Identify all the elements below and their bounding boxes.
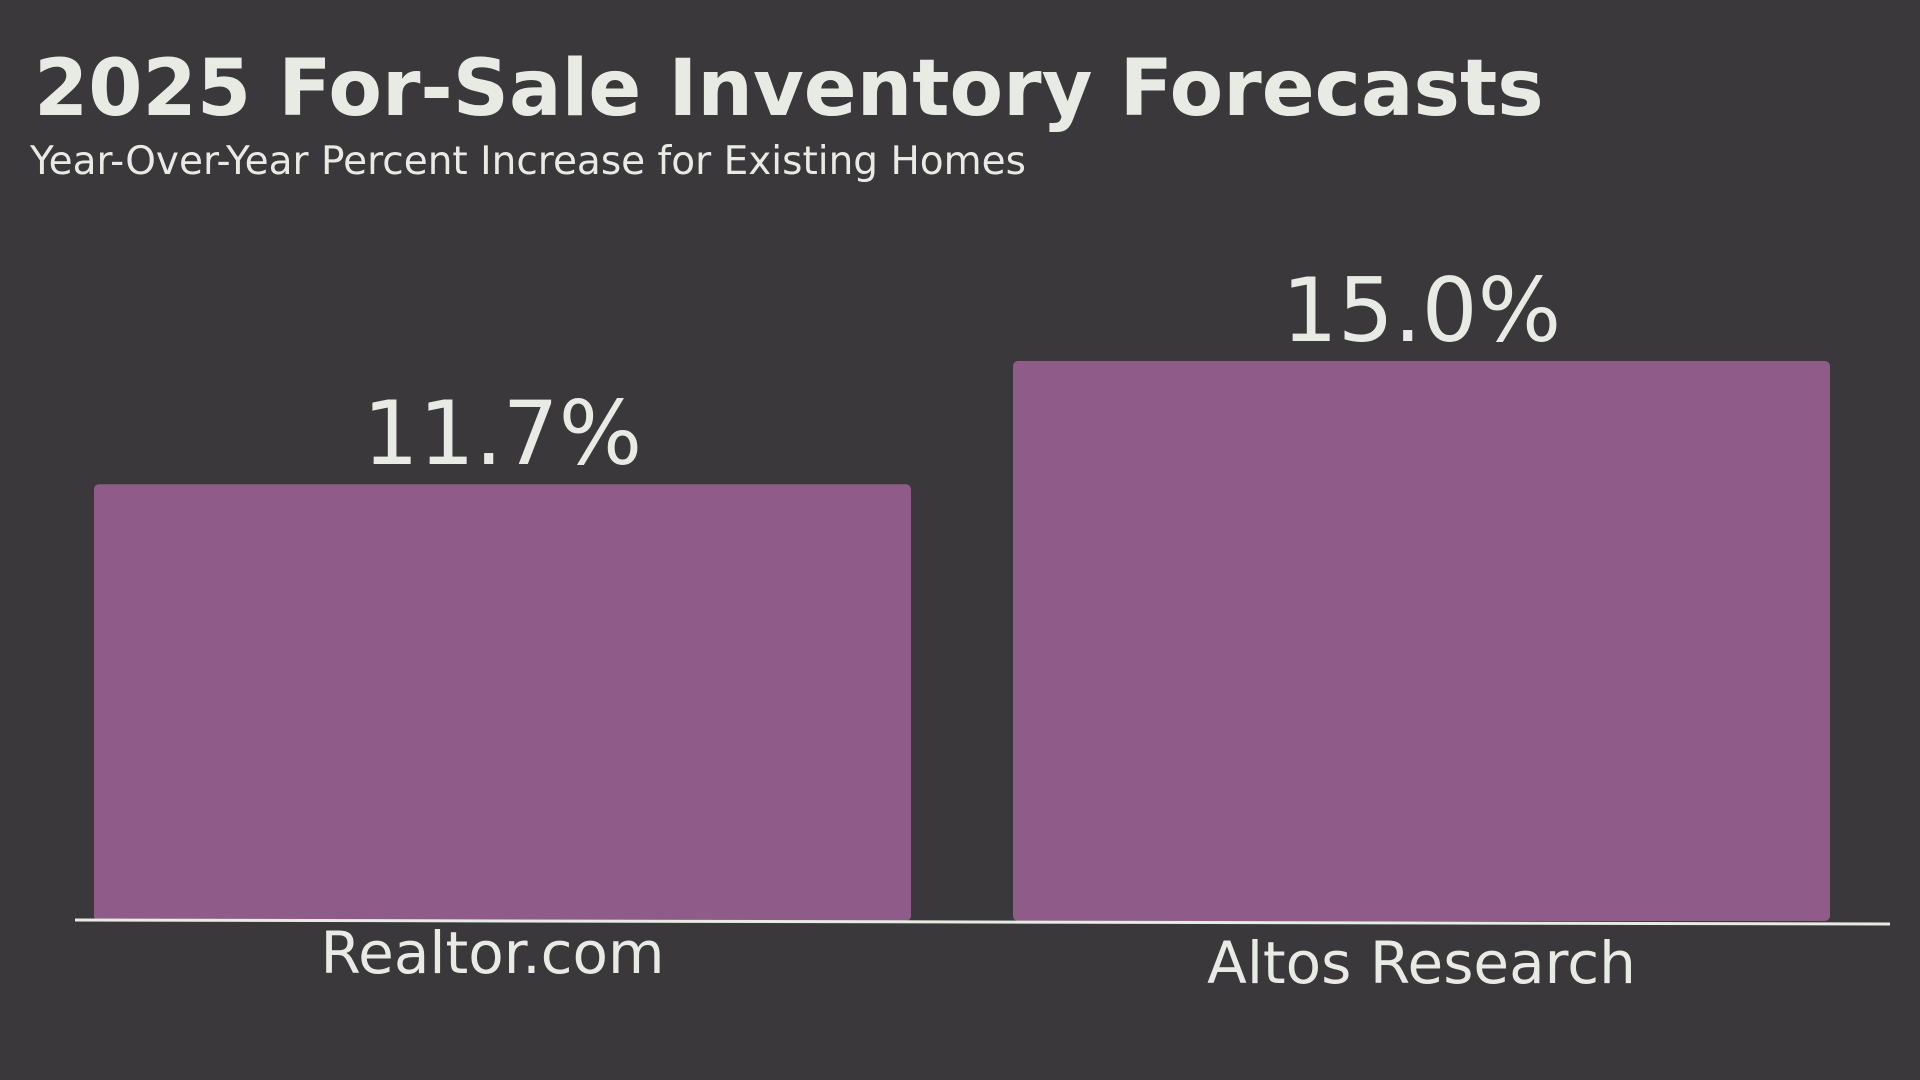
bar-altos-research xyxy=(1013,361,1830,921)
label-group: 11.7% Realtor.com 15.0% Altos Research xyxy=(320,259,1635,997)
category-label: Realtor.com xyxy=(320,919,664,987)
chart-title: 2025 For-Sale Inventory Forecasts xyxy=(34,44,1544,134)
data-label: 15.0% xyxy=(1282,259,1562,362)
x-axis-line xyxy=(74,918,1891,926)
bar-realtor-com xyxy=(94,484,911,921)
category-label: Altos Research xyxy=(1207,929,1636,997)
chart-subtitle: Year-Over-Year Percent Increase for Exis… xyxy=(30,139,1026,184)
data-label: 11.7% xyxy=(363,382,643,485)
bar-group xyxy=(94,361,1830,921)
